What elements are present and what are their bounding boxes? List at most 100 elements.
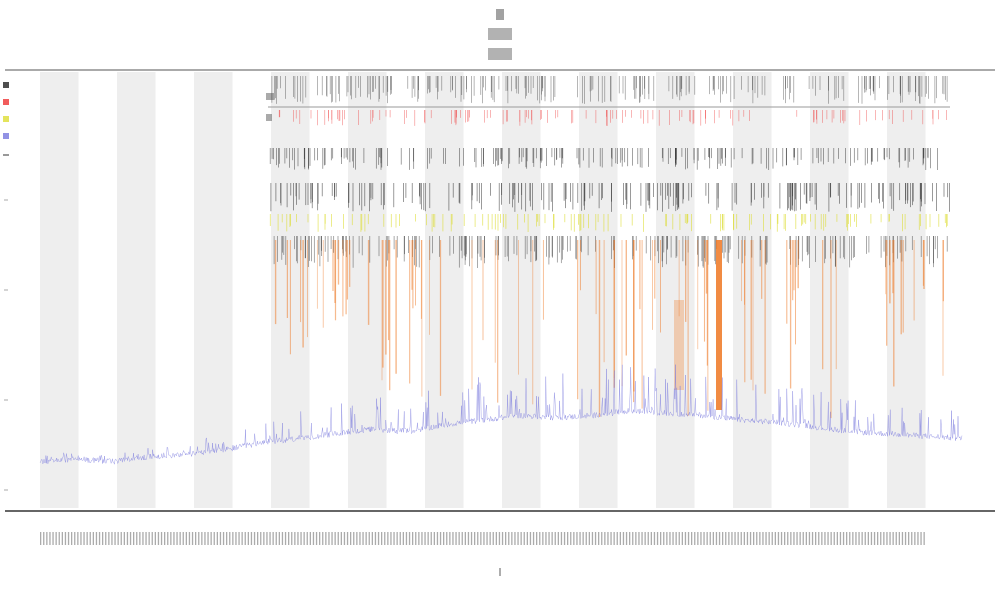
x-tick-label — [253, 532, 256, 545]
x-tick-label — [557, 532, 559, 545]
x-tick-label — [486, 532, 488, 545]
x-tick-label — [498, 532, 501, 545]
x-tick-label — [64, 532, 67, 545]
x-tick-label — [811, 532, 814, 545]
x-tick-label — [864, 532, 866, 545]
x-tick-label — [235, 532, 237, 545]
x-tick-label — [619, 532, 621, 545]
x-tick-label — [142, 532, 144, 545]
x-tick-label — [625, 532, 628, 545]
x-tick-label — [895, 532, 897, 545]
x-tick-label — [839, 532, 842, 545]
x-tick-label — [632, 532, 634, 545]
x-tick-label — [808, 532, 811, 545]
x-tick-label — [697, 532, 699, 545]
band-1 — [117, 72, 156, 508]
x-tick-label — [765, 532, 767, 545]
x-tick-label — [257, 532, 259, 545]
x-tick-label — [89, 532, 91, 545]
x-tick-label — [443, 532, 445, 545]
x-tick-label — [629, 532, 631, 545]
x-tick-label — [573, 532, 575, 545]
x-tick-label — [182, 532, 184, 545]
x-tick-label — [901, 532, 904, 545]
x-tick-label — [331, 532, 333, 545]
x-tick-label — [353, 532, 355, 545]
x-tick-label — [139, 532, 141, 545]
x-tick-label — [492, 532, 494, 545]
legend — [3, 82, 9, 156]
x-tick-label — [687, 532, 690, 545]
x-tick-label — [734, 532, 736, 545]
x-tick-label — [523, 532, 525, 545]
x-tick-label — [517, 532, 519, 545]
x-tick-label — [762, 532, 764, 545]
x-tick-label — [439, 532, 442, 545]
x-tick-label — [226, 532, 228, 545]
x-tick-label — [858, 532, 860, 545]
x-tick-label — [477, 532, 479, 545]
x-tick-label — [384, 532, 386, 545]
x-tick-label — [315, 532, 318, 545]
x-tick-label — [914, 532, 916, 545]
x-tick-label — [368, 532, 370, 545]
x-tick-label — [266, 532, 268, 545]
x-tick-label — [588, 532, 590, 545]
x-tick-label — [582, 532, 584, 545]
x-tick-label — [176, 532, 178, 545]
x-tick-label — [861, 532, 863, 545]
band-10 — [810, 72, 849, 508]
x-tick-label — [737, 532, 739, 545]
x-tick-label — [505, 532, 507, 545]
x-tick-label — [396, 532, 398, 545]
x-tick-label — [191, 532, 194, 545]
x-tick-label — [743, 532, 745, 545]
x-tick-label — [275, 532, 277, 545]
x-tick-label — [123, 532, 125, 545]
x-tick-label — [591, 532, 594, 545]
x-tick-label — [740, 532, 742, 545]
x-tick-label — [889, 532, 891, 545]
x-tick-label — [700, 532, 702, 545]
x-tick-label — [656, 532, 659, 545]
x-tick-label — [777, 532, 780, 545]
x-tick-label — [706, 532, 708, 545]
x-tick-label — [501, 532, 504, 545]
x-tick-label — [303, 532, 305, 545]
x-tick-label — [167, 532, 169, 545]
x-tick-label — [216, 532, 218, 545]
x-tick-label — [784, 532, 786, 545]
x-tick-label — [80, 532, 82, 545]
x-tick-label — [436, 532, 439, 545]
x-tick-label — [328, 532, 330, 545]
x-tick-label — [774, 532, 776, 545]
x-tick-label — [815, 532, 817, 545]
x-tick-label — [790, 532, 792, 545]
x-tick-label — [570, 532, 572, 545]
x-tick-label — [136, 532, 138, 545]
x-tick-label — [232, 532, 234, 545]
x-tick-label — [796, 532, 798, 545]
x-tick-label — [204, 532, 206, 545]
x-tick-label — [247, 532, 249, 545]
x-tick-label — [728, 532, 730, 545]
x-tick-label — [371, 532, 373, 545]
x-tick-label — [260, 532, 262, 545]
x-tick-label — [300, 532, 302, 545]
x-tick-label — [312, 532, 315, 545]
x-tick-label — [306, 532, 308, 545]
x-tick-label — [787, 532, 789, 545]
x-tick-label — [405, 532, 408, 545]
x-tick-label — [359, 532, 361, 545]
x-tick-label — [613, 532, 615, 545]
x-tick-label — [250, 532, 253, 545]
x-tick-label — [374, 532, 377, 545]
x-tick-label — [768, 532, 770, 545]
x-tick-label — [291, 532, 293, 545]
x-tick-label — [877, 532, 879, 545]
x-tick-label — [272, 532, 274, 545]
x-tick-label — [356, 532, 358, 545]
x-tick-label — [660, 532, 662, 545]
x-tick-label — [799, 532, 801, 545]
x-tick-label — [842, 532, 845, 545]
